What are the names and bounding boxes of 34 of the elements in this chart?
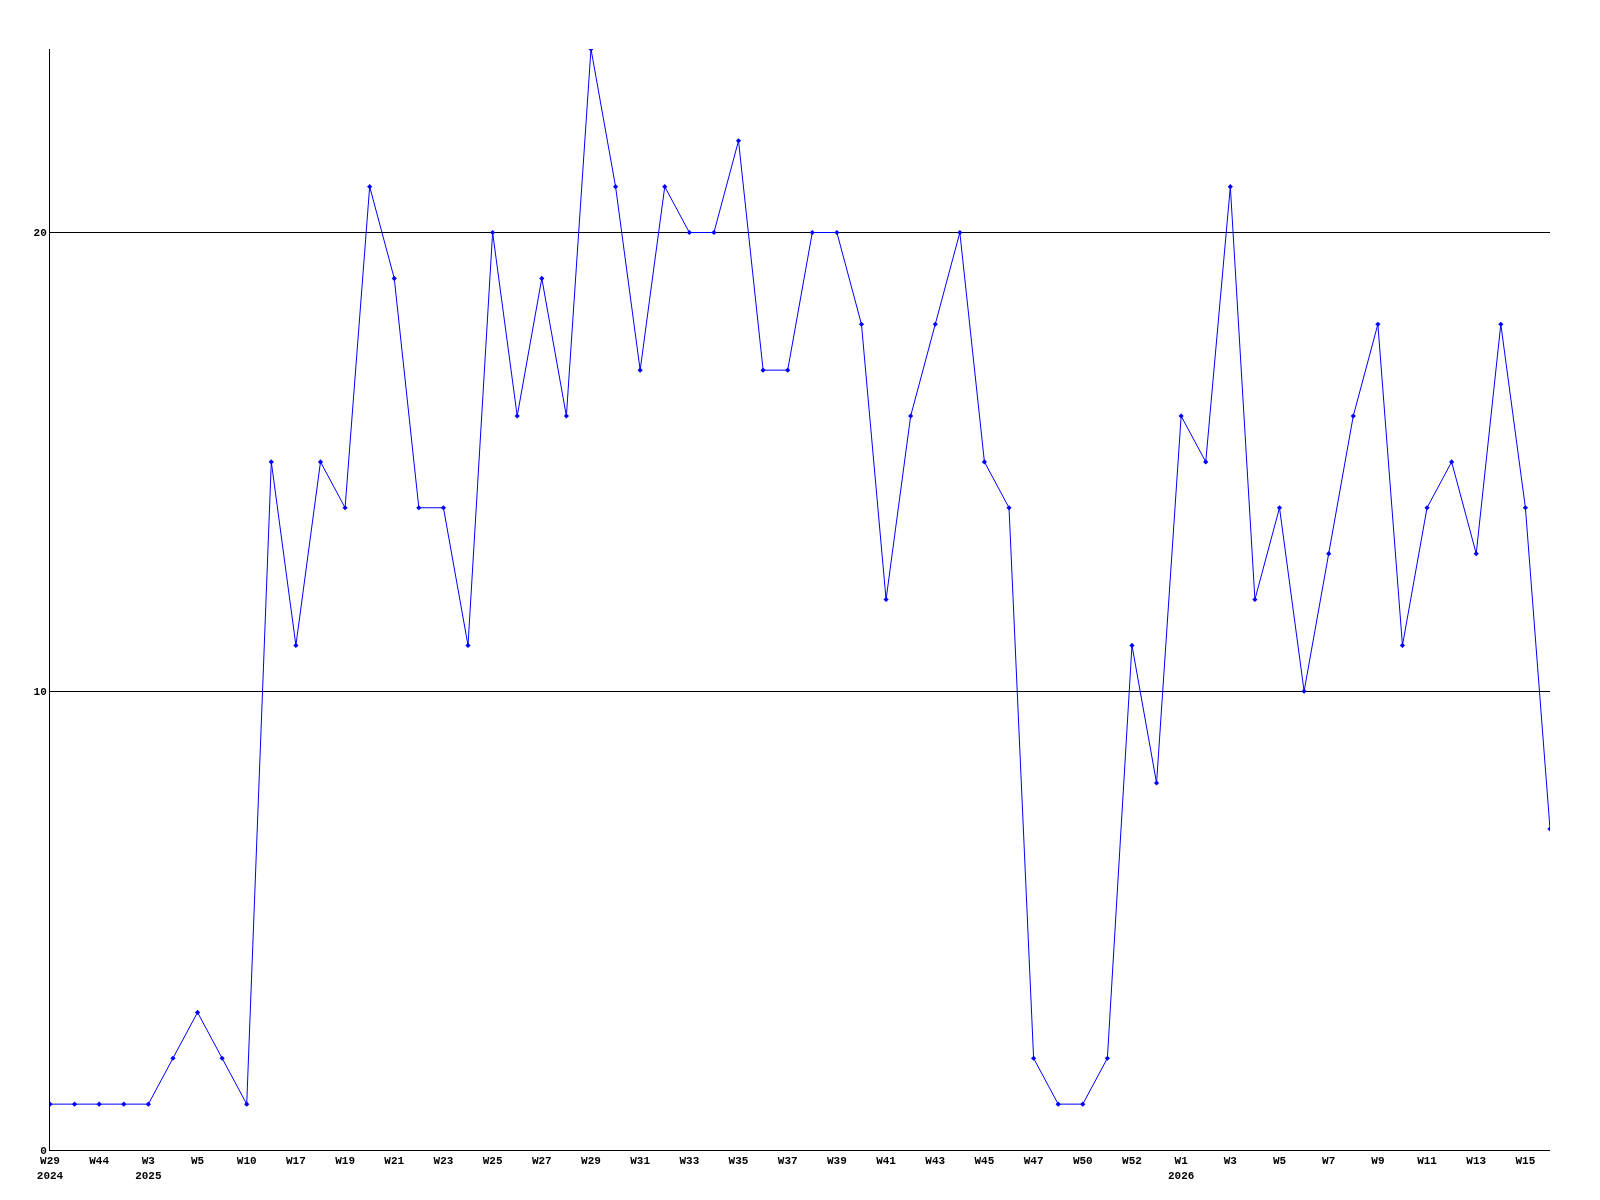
x-tick-label: W13 — [1466, 1155, 1487, 1168]
x-tick-label: W37 — [777, 1155, 798, 1168]
x-tick-label: W25 — [482, 1155, 503, 1168]
x-tick-label: W47 — [1023, 1155, 1044, 1168]
y-tick-label: 20 — [33, 227, 47, 240]
x-tick-label: W10 — [236, 1155, 257, 1168]
x-tick-label: W9 — [1371, 1155, 1385, 1168]
x-tick-label: W29 2024 — [36, 1155, 64, 1182]
x-tick-label: W11 — [1417, 1155, 1438, 1168]
x-tick-label: W3 — [1223, 1155, 1238, 1168]
x-tick-label: W29 — [581, 1155, 601, 1168]
x-tick-label: W23 — [433, 1155, 454, 1168]
x-tick-label: W3 2025 — [135, 1155, 162, 1182]
x-tick-label: W5 — [1272, 1155, 1287, 1168]
x-tick-label: W41 — [876, 1155, 897, 1168]
x-tick-label: W35 — [728, 1155, 749, 1168]
x-tick-label: W21 — [384, 1155, 405, 1168]
x-tick-label: W5 — [190, 1155, 205, 1168]
x-tick-label: W17 — [285, 1155, 306, 1168]
x-tick-label: W50 — [1072, 1155, 1093, 1168]
x-tick-label: W52 — [1122, 1155, 1142, 1168]
x-tick-label: W1 2026 — [1167, 1155, 1195, 1182]
x-tick-label: W31 — [630, 1155, 651, 1168]
y-tick-label: 10 — [33, 686, 47, 699]
x-tick-label: W44 — [89, 1155, 110, 1168]
x-tick-label: W7 — [1322, 1155, 1336, 1168]
x-tick-label: W15 — [1515, 1155, 1536, 1168]
x-tick-label: W33 — [679, 1155, 700, 1168]
x-tick-label: W19 — [335, 1155, 355, 1168]
x-tick-label: W39 — [826, 1155, 847, 1168]
x-tick-label: W27 — [531, 1155, 552, 1168]
y-tick-label: 0 — [40, 1144, 47, 1157]
x-tick-label: W45 — [974, 1155, 995, 1168]
x-tick-label: W43 — [925, 1155, 946, 1168]
